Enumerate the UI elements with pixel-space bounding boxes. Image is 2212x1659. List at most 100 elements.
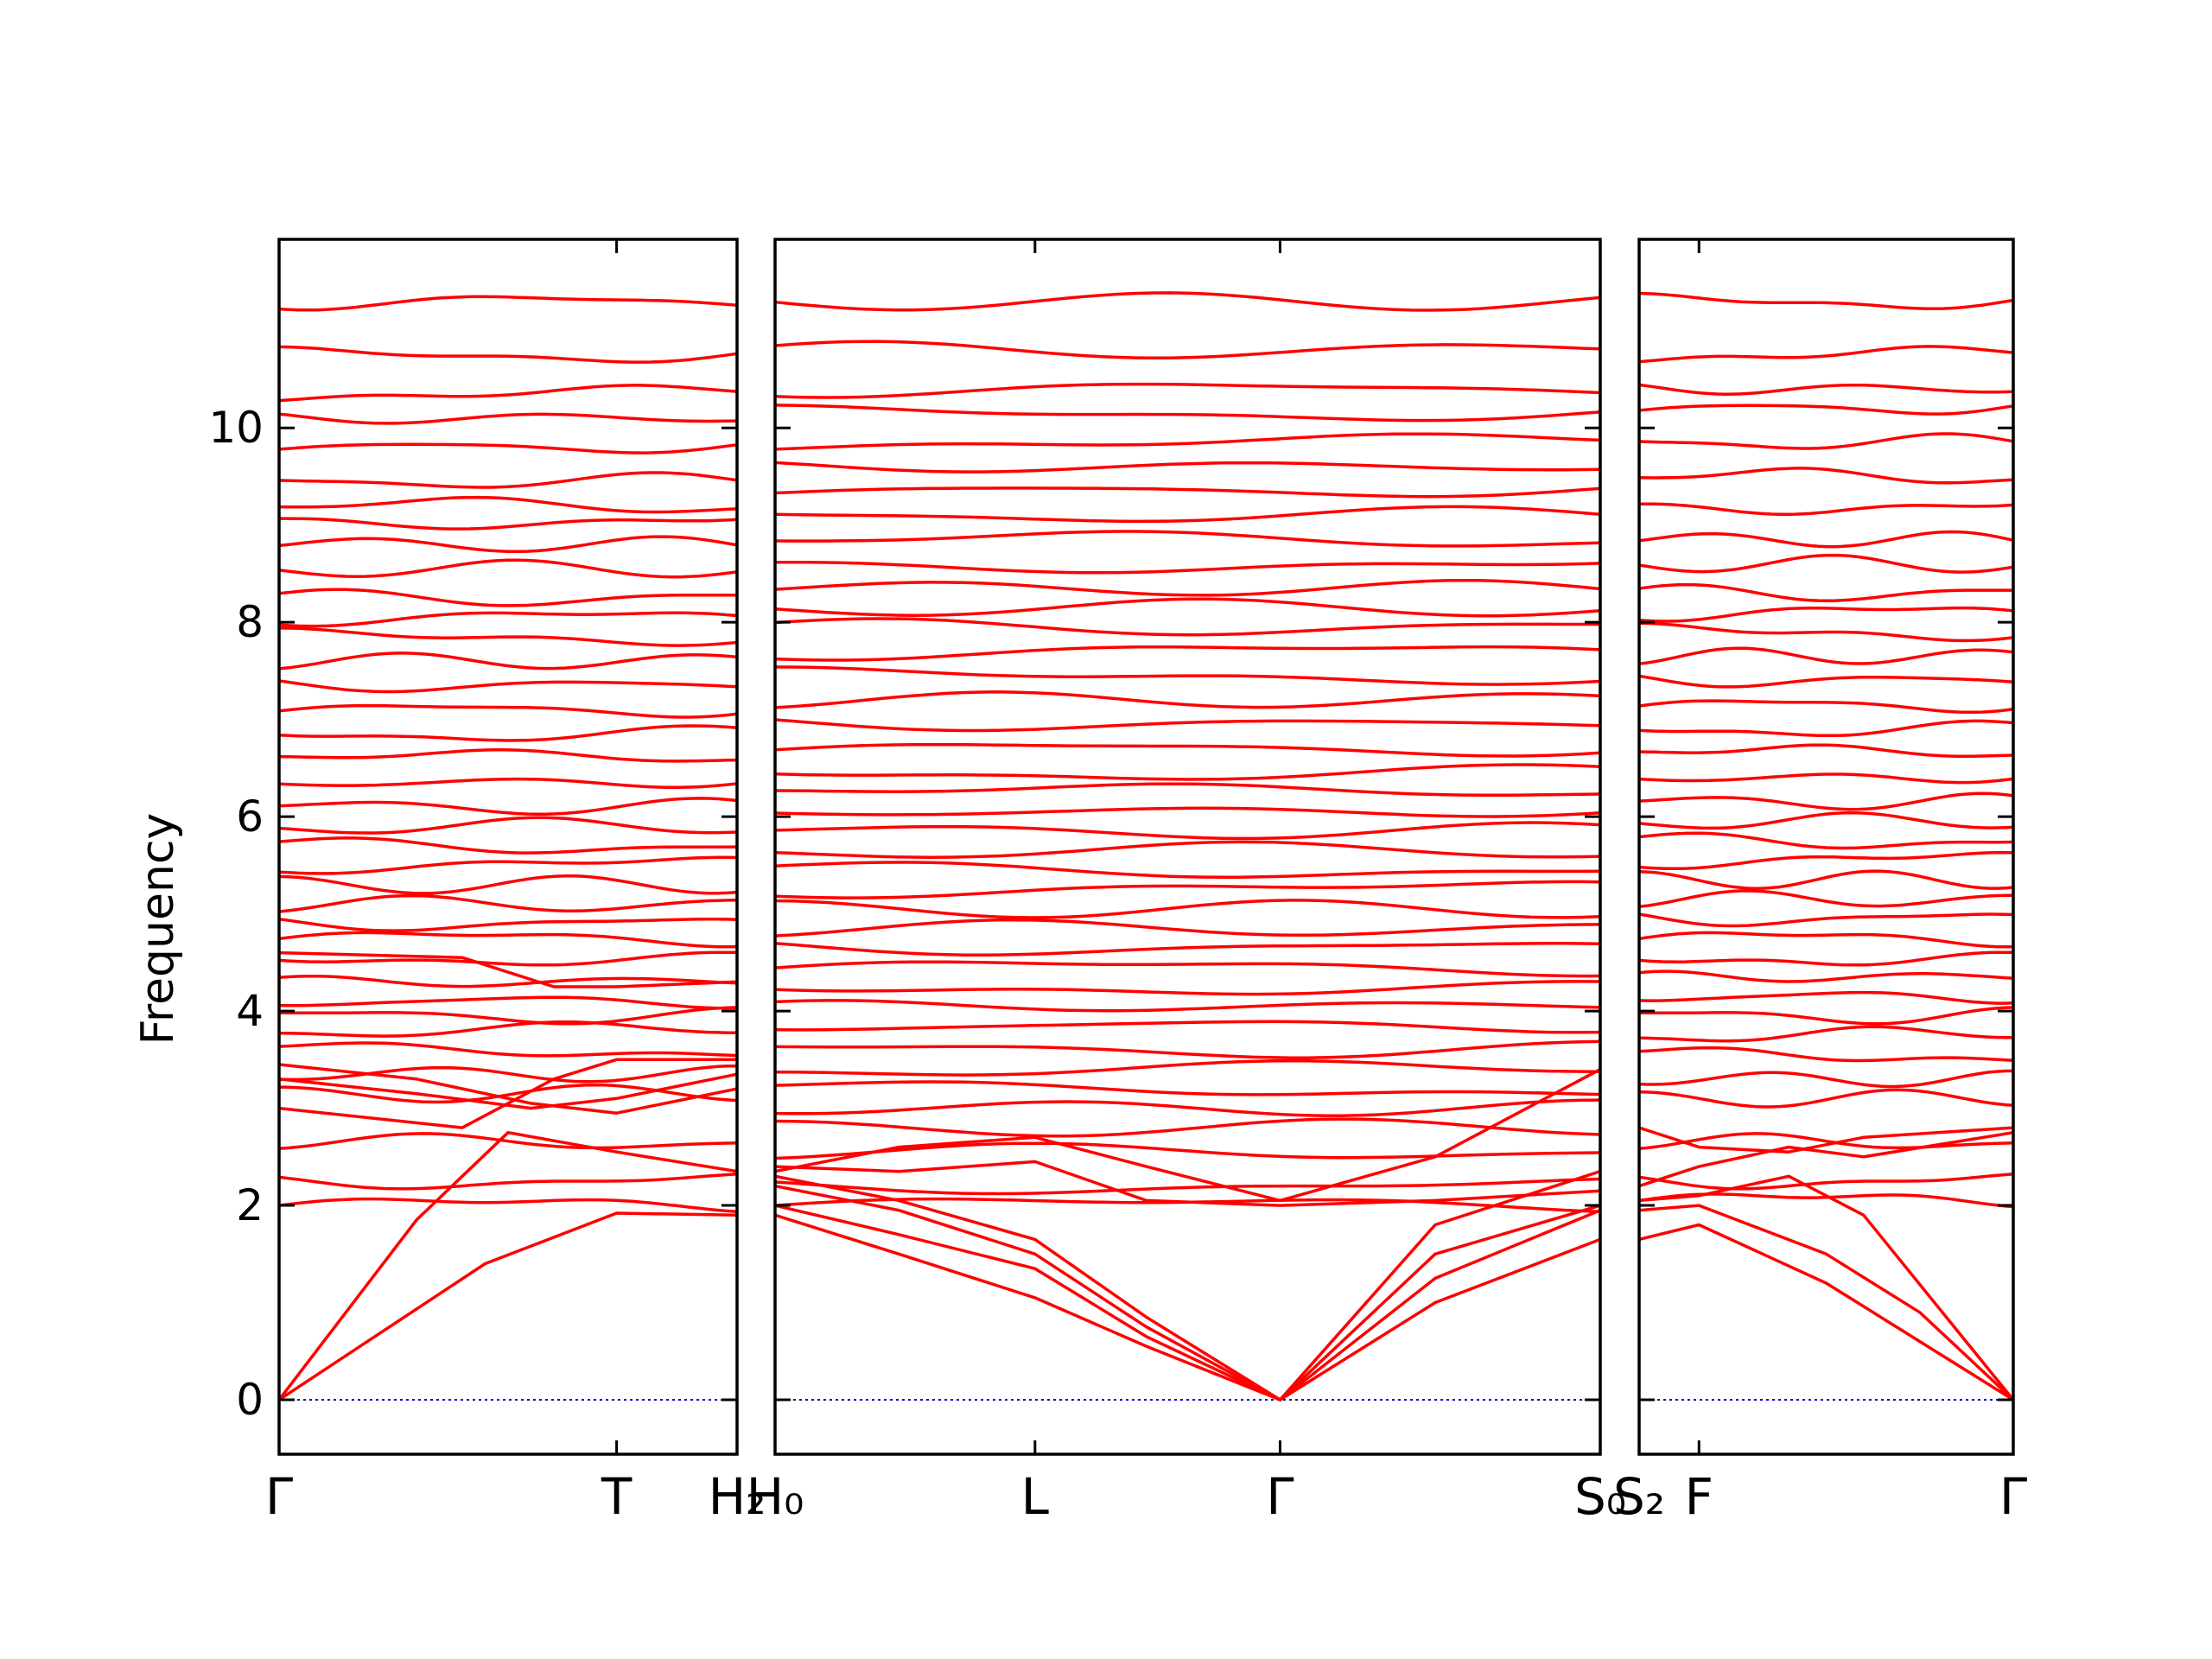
- y-tick-label: 0: [236, 1375, 264, 1425]
- band-line: [279, 611, 737, 628]
- band-line: [775, 432, 1600, 451]
- y-tick-label: 10: [208, 403, 264, 453]
- band-line: [1639, 743, 2013, 759]
- y-axis-label: Frequency: [132, 813, 184, 1046]
- band-line: [1639, 1025, 2013, 1043]
- panel-3-frame: [1637, 238, 2015, 1456]
- band-line: [1639, 606, 2013, 623]
- band-line: [775, 718, 1600, 733]
- band-line: [775, 899, 1600, 919]
- band-line: [775, 1020, 1600, 1034]
- band-line: [1639, 383, 2013, 396]
- band-line: [775, 291, 1600, 312]
- band-line: [279, 950, 737, 988]
- y-tick-label: 4: [236, 986, 264, 1036]
- band-line: [775, 806, 1600, 818]
- band-line: [279, 679, 737, 694]
- band-line: [279, 558, 737, 579]
- band-line: [775, 1098, 1600, 1117]
- band-line: [775, 1068, 1600, 1203]
- band-line: [279, 816, 737, 835]
- band-line: [1639, 699, 2013, 715]
- band-line: [775, 1117, 1600, 1138]
- band-line: [1639, 1173, 2013, 1191]
- band-line: [279, 797, 737, 817]
- band-line: [279, 384, 737, 403]
- band-line: [279, 703, 737, 719]
- band-line: [279, 1130, 737, 1402]
- band-line: [775, 960, 1600, 978]
- band-line: [279, 1006, 737, 1026]
- band-line: [279, 836, 737, 855]
- band-line: [1639, 674, 2013, 689]
- band-line: [279, 950, 737, 967]
- band-line: [775, 742, 1600, 758]
- band-line: [1639, 990, 2013, 1005]
- panel-2-bands: [775, 291, 1600, 1402]
- y-tick-label: 8: [236, 597, 264, 647]
- panel-3: S₂ F Γ: [1613, 238, 2027, 1526]
- band-line: [279, 1041, 737, 1058]
- band-line: [775, 782, 1600, 798]
- panel-2-frame: [773, 238, 1602, 1456]
- band-line: [775, 461, 1600, 474]
- band-line: [775, 980, 1600, 996]
- band-line: [775, 665, 1600, 686]
- band-line: [775, 597, 1600, 618]
- x-tick-label: Γ: [1999, 1467, 2027, 1526]
- y-tick-label: 2: [236, 1180, 264, 1230]
- band-line: [775, 1184, 1600, 1402]
- band-line: [1639, 621, 2013, 643]
- band-line: [1639, 791, 2013, 811]
- band-line: [279, 1132, 737, 1151]
- band-line: [279, 1173, 737, 1191]
- x-tick-label: Γ: [1266, 1467, 1294, 1526]
- band-line: [775, 404, 1600, 423]
- band-line: [279, 855, 737, 875]
- band-line: [775, 1170, 1600, 1402]
- band-line: [279, 974, 737, 988]
- band-line: [279, 748, 737, 763]
- band-line: [279, 1211, 737, 1402]
- band-line: [775, 382, 1600, 399]
- band-line: [1639, 646, 2013, 666]
- y-tick-label: 6: [236, 791, 264, 842]
- band-line: [775, 1204, 1600, 1402]
- band-line: [279, 442, 737, 454]
- band-line: [1639, 1130, 2013, 1188]
- band-line: [1639, 831, 2013, 850]
- band-line: [279, 931, 737, 949]
- band-line: [775, 1141, 1600, 1160]
- band-line: [1639, 1132, 2013, 1151]
- band-line: [1639, 719, 2013, 738]
- band-line: [279, 412, 737, 425]
- x-tick-label: F: [1685, 1467, 1713, 1526]
- band-line: [1639, 530, 2013, 549]
- x-tick-label: Γ: [265, 1467, 293, 1526]
- band-line: [1639, 291, 2013, 311]
- band-line: [1639, 1174, 2013, 1402]
- band-line: [1639, 467, 2013, 485]
- band-line: [1639, 1046, 2013, 1063]
- band-line: [279, 535, 737, 554]
- band-line: [279, 295, 737, 312]
- band-line: [1639, 1006, 2013, 1026]
- band-line: [279, 1064, 737, 1084]
- band-line: [1639, 969, 2013, 983]
- band-line: [1639, 912, 2013, 928]
- band-line: [279, 917, 737, 932]
- band-line: [279, 995, 737, 1010]
- band-line: [1639, 772, 2013, 785]
- band-line: [775, 861, 1600, 879]
- band-line: [1639, 1126, 2013, 1154]
- band-line: [775, 918, 1600, 938]
- band-line: [1639, 502, 2013, 517]
- band-line: [279, 724, 737, 742]
- band-line: [1639, 553, 2013, 574]
- band-line: [1639, 869, 2013, 890]
- band-line: [1639, 404, 2013, 416]
- x-tick-label: L: [1021, 1467, 1049, 1526]
- band-line: [279, 874, 737, 895]
- panel-2: H₀ L Γ S₀: [747, 238, 1626, 1526]
